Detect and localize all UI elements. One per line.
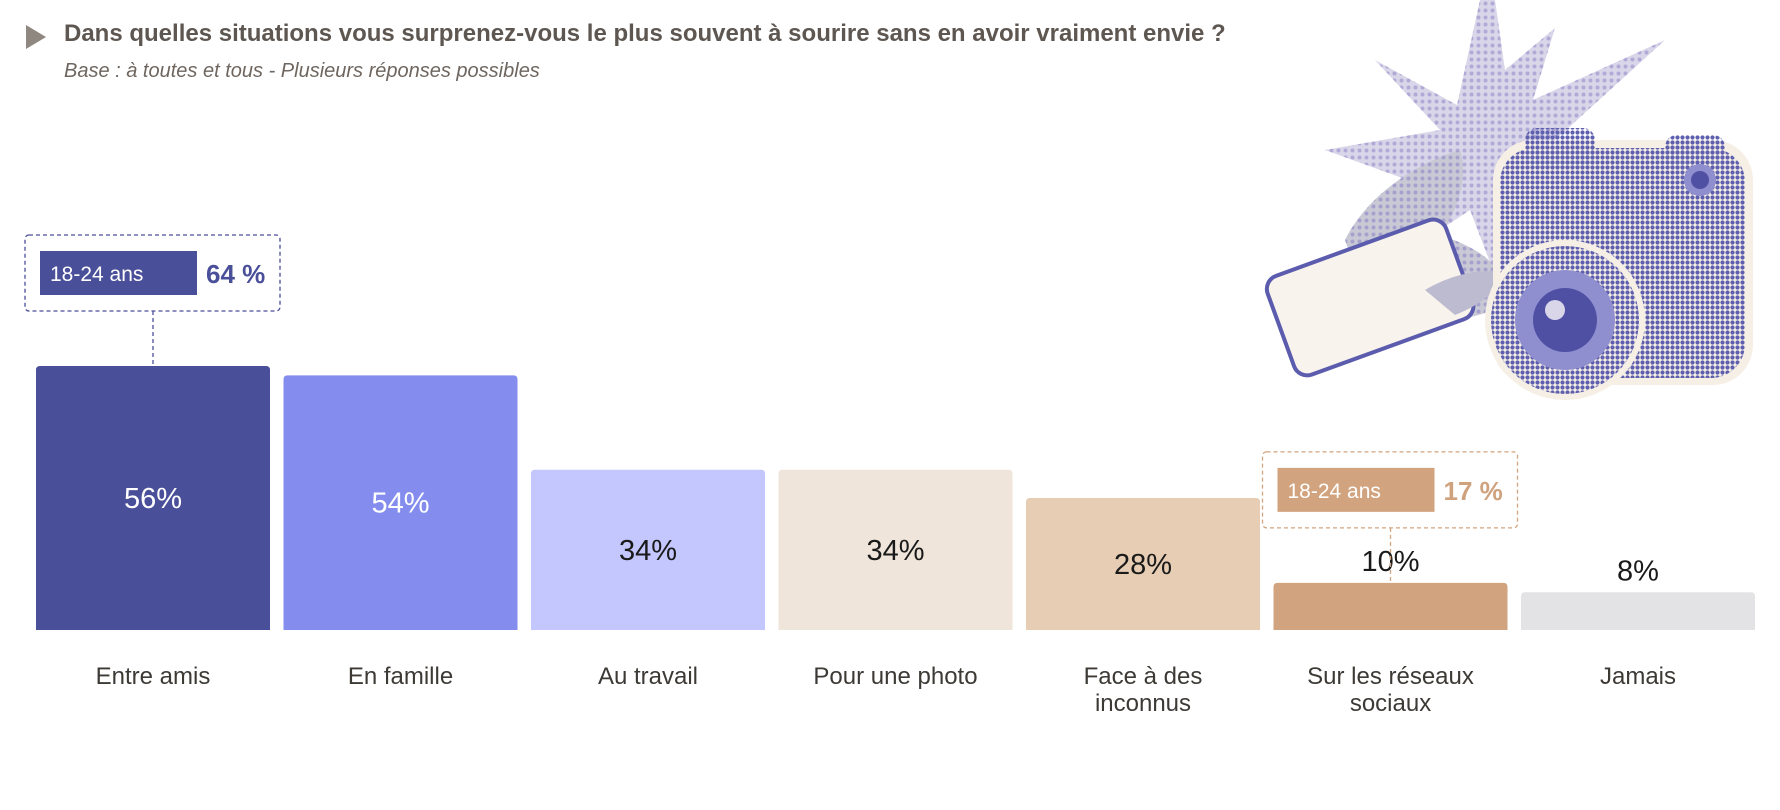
bar-en-famille	[283, 375, 518, 630]
data-label-face-a-des-inconnus: 28%	[1114, 549, 1172, 581]
data-label-pour-une-photo: 34%	[866, 535, 924, 567]
chart-title: Dans quelles situations vous surprenez-v…	[64, 20, 1226, 47]
data-label-en-famille: 54%	[371, 488, 429, 520]
callout-value: 64 %	[206, 259, 265, 289]
data-label-jamais: 8%	[1617, 555, 1659, 587]
bar-face-a-des-inconnus	[1026, 498, 1260, 630]
x-tick-label: Au travail	[598, 663, 698, 690]
play-triangle-icon	[26, 25, 46, 49]
bar-jamais	[1521, 592, 1755, 630]
x-tick-label: sociaux	[1350, 690, 1431, 717]
callout-value: 17 %	[1444, 476, 1503, 506]
data-label-entre-amis: 56%	[124, 483, 182, 515]
callout-tag-label: 18-24 ans	[1288, 480, 1381, 503]
x-tick-label: Entre amis	[96, 663, 211, 690]
callout-tag	[40, 251, 197, 295]
x-tick-label: En famille	[348, 663, 453, 690]
callout-tag	[1277, 467, 1435, 512]
bar-pour-une-photo	[778, 469, 1013, 630]
data-label-au-travail: 34%	[619, 535, 677, 567]
bar-sur-les-reseaux-sociaux	[1273, 582, 1508, 630]
x-tick-label: Sur les réseaux	[1307, 663, 1474, 690]
x-tick-label: Pour une photo	[813, 663, 977, 690]
bar-au-travail	[531, 469, 765, 630]
x-tick-label: inconnus	[1095, 690, 1191, 717]
camera-and-phone-illustration	[1264, 0, 1753, 400]
bar-entre-amis	[36, 366, 270, 630]
callout-tag-label: 18-24 ans	[50, 263, 143, 286]
chart-subtitle: Base : à toutes et tous - Plusieurs répo…	[64, 60, 540, 82]
x-tick-label: Face à des	[1084, 663, 1203, 690]
x-tick-label: Jamais	[1600, 663, 1676, 690]
